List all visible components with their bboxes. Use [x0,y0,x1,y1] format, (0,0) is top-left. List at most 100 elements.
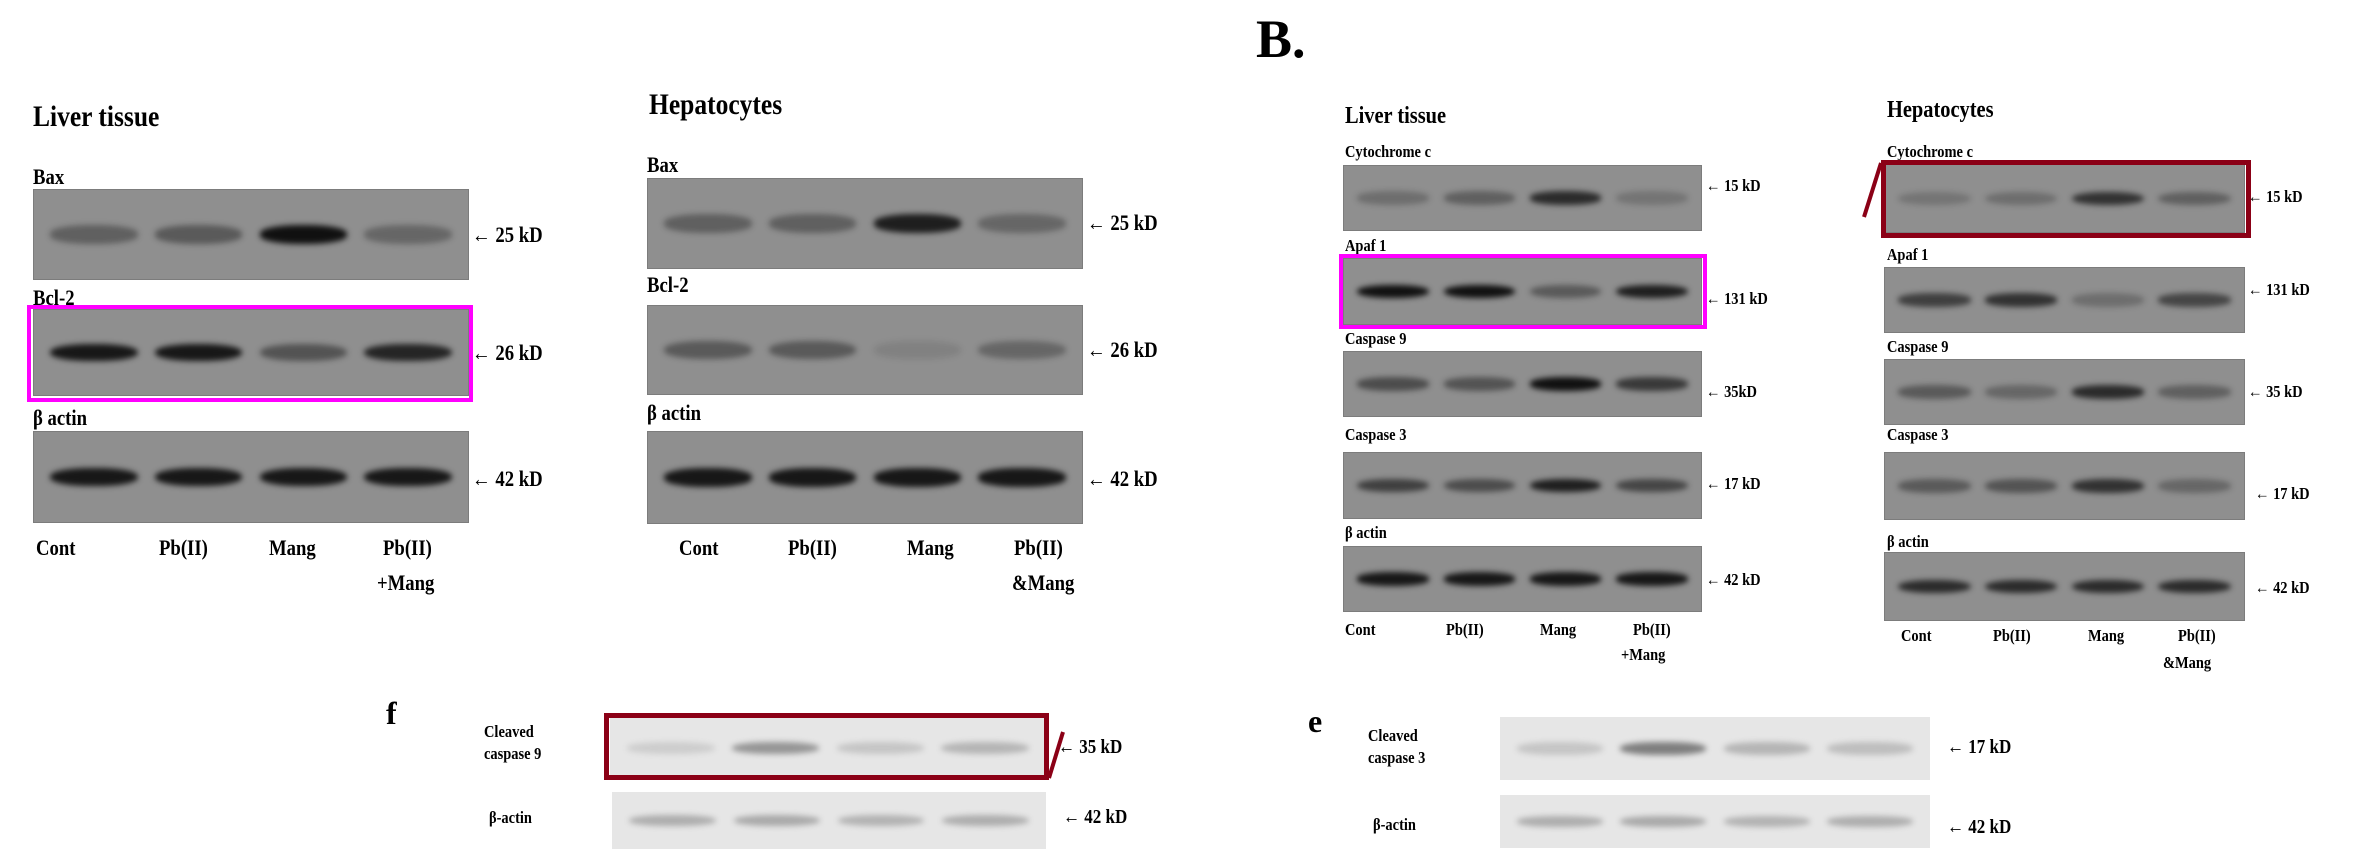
protein-band [1723,742,1810,755]
blot-image [1500,717,1930,780]
protein-band [836,742,924,754]
protein-band [1615,377,1688,391]
lane-label: Mang [907,535,954,560]
protein-band [1615,572,1688,586]
molecular-weight-label: ← 131 kD [2248,280,2310,299]
lane-label: &Mang [1012,570,1075,595]
blot-label: Cytochrome c [1345,142,1432,161]
blot-image [647,305,1083,395]
blot-image [33,309,469,396]
molecular-weight-label: ← 42 kD [1706,570,1761,589]
protein-band [629,814,717,827]
protein-band [769,214,857,233]
lane-label: Mang [269,535,316,560]
protein-band [1443,191,1516,205]
protein-band [941,814,1029,827]
protein-band [364,467,452,487]
blot-image [1343,258,1702,325]
protein-band [364,225,452,244]
protein-band [259,225,347,244]
protein-band [1898,191,1971,206]
protein-band [2071,579,2144,594]
panel-title: Liver tissue [1345,103,1447,129]
protein-band [837,814,925,827]
protein-band [1898,579,1971,594]
protein-band [2158,293,2231,307]
blot-image [1343,452,1702,519]
protein-band [1443,478,1516,493]
protein-band [1898,479,1971,493]
highlight-box [1881,160,2251,238]
protein-band [1443,377,1516,391]
protein-band [978,468,1066,487]
molecular-weight-label: ← 17 kD [2255,484,2310,503]
lane-label: Cont [679,535,719,560]
blot-label: β actin [1345,523,1387,542]
protein-band [155,225,243,244]
protein-band [259,343,347,362]
molecular-weight-label: ← 25 kD [1087,210,1158,235]
blot-image [1884,164,2245,233]
protein-band [873,468,961,487]
molecular-weight-label: ← 42 kD [2255,578,2310,597]
molecular-weight-label: ← 42 kD [1947,816,2012,838]
blot-image [1343,165,1702,231]
molecular-weight-label: ← 42 kD [1063,806,1128,828]
lane-label: Pb(II) [383,535,432,560]
protein-band [2071,479,2144,493]
panel-title: Liver tissue [33,100,160,133]
molecular-weight-label: ← 17 kD [1706,474,1761,493]
blot-image [612,792,1046,849]
highlight-box [604,713,1049,780]
protein-band [733,814,821,827]
lane-label: Pb(II) [2178,626,2216,645]
molecular-weight-label: ← 42 kD [1087,466,1158,491]
molecular-weight-label: ← 26 kD [1087,337,1158,362]
blot-image [1884,552,2245,621]
lane-label: Pb(II) [1633,620,1671,639]
panel-title: Hepatocytes [1887,97,1994,123]
blot-label: Bax [647,152,679,177]
blot-label: Caspase 3 [1345,425,1407,444]
blot-label: Apaf 1 [1887,245,1929,264]
protein-band [978,214,1066,233]
protein-band [1620,816,1707,827]
blot-image [1343,546,1702,612]
lane-label: Cont [1345,620,1376,639]
protein-band [50,467,138,487]
blot-label: Caspase 3 [1887,425,1949,444]
lane-label: Pb(II) [1993,626,2031,645]
molecular-weight-label: ← 25 kD [472,222,543,247]
blot-label: Cleaved [484,722,534,741]
protein-band [155,343,243,362]
protein-band [1529,377,1602,391]
protein-band [769,341,857,359]
protein-band [2158,579,2231,594]
protein-band [1517,742,1604,755]
protein-band [1529,478,1602,493]
protein-band [627,742,715,754]
protein-band [1357,377,1430,391]
lane-label: Pb(II) [1014,535,1063,560]
protein-band [2158,191,2231,206]
molecular-weight-label: ← 42 kD [472,466,543,491]
blot-label: β actin [1887,532,1929,551]
protein-band [769,468,857,487]
protein-band [941,742,1029,754]
protein-band [1443,572,1516,586]
blot-label: β actin [647,400,702,425]
protein-band [664,214,752,233]
lane-label: Mang [1540,620,1577,639]
protein-band [1615,284,1688,299]
molecular-weight-label: ← 17 kD [1947,736,2012,758]
blot-image [1884,452,2245,520]
protein-band [2158,385,2231,399]
blot-label: Caspase 9 [1345,329,1407,348]
blot-label: β actin [33,405,88,430]
blot-label: Apaf 1 [1345,236,1387,255]
highlight-box [27,305,473,402]
protein-band [1985,479,2058,493]
protein-band [2071,191,2144,206]
protein-band [1529,572,1602,586]
protein-band [1615,478,1688,493]
